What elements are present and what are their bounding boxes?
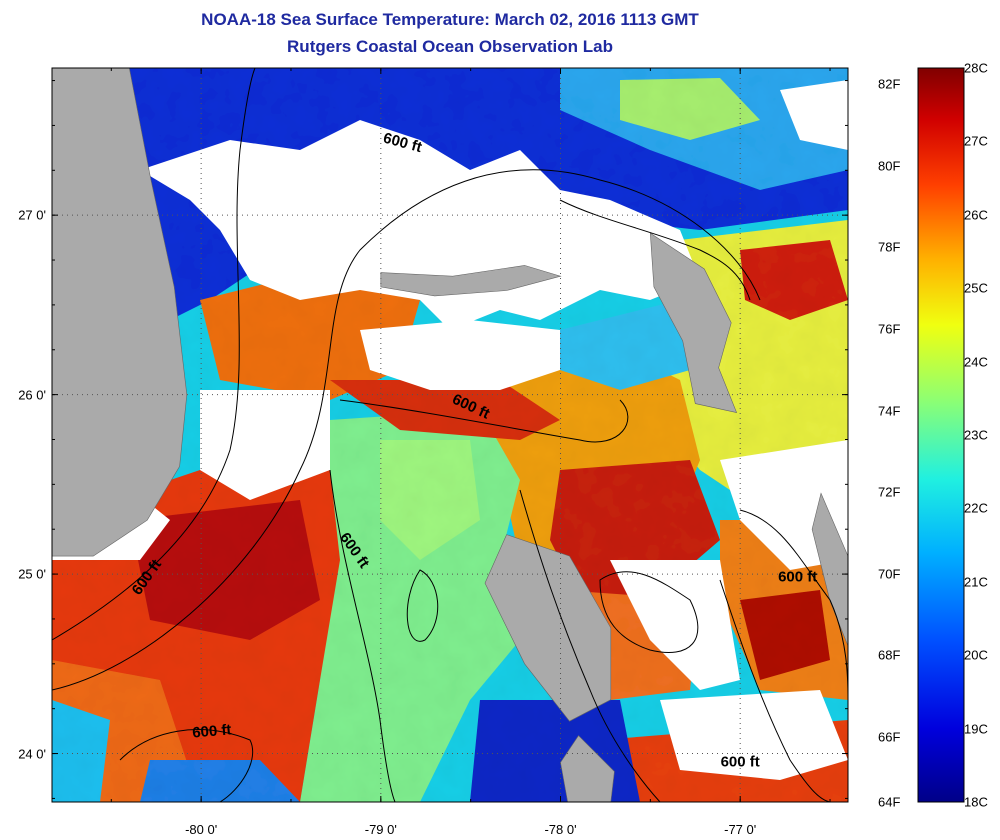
contour-label: 600 ft: [721, 753, 760, 770]
lon-tick-label: -79 0': [364, 822, 397, 837]
lat-tick-label: 25 0': [18, 566, 46, 582]
colorbar-fahrenheit-label: 76F: [878, 321, 901, 337]
andros-south-land: [560, 735, 615, 802]
lon-tick-label: -80 0': [185, 822, 218, 837]
andros-land: [484, 534, 612, 722]
colorbar-celsius-label: 21C: [964, 574, 988, 590]
colorbar-fahrenheit-label: 64F: [878, 794, 901, 810]
florida-land: [52, 68, 188, 557]
contour-label: 600 ft: [192, 721, 233, 741]
colorbar-celsius-label: 20C: [964, 647, 988, 663]
cloud-mask: [52, 80, 848, 780]
colorbar-fahrenheit-label: 72F: [878, 484, 901, 500]
colorbar-celsius-label: 25C: [964, 280, 988, 296]
page-subtitle: Rutgers Coastal Ocean Observation Lab: [287, 37, 613, 56]
abaco-land: [649, 232, 738, 414]
colorbar-celsius-label: 27C: [964, 133, 988, 149]
colorbar-celsius-label: 19C: [964, 721, 988, 737]
colorbar-fahrenheit-label: 66F: [878, 729, 901, 745]
lat-tick-label: 24 0': [18, 746, 46, 762]
colorbar-fahrenheit-label: 70F: [878, 566, 901, 582]
lat-tick-label: 26 0': [18, 387, 46, 403]
grand-bahama-land: [380, 265, 562, 297]
colorbar-fahrenheit-label: 78F: [878, 239, 901, 255]
lon-tick-label: -77 0': [724, 822, 757, 837]
colorbar-fahrenheit-label: 82F: [878, 76, 901, 92]
colorbar-celsius-label: 24C: [964, 354, 988, 370]
lat-tick-label: 27 0': [18, 207, 46, 223]
colorbar-fahrenheit-label: 68F: [878, 647, 901, 663]
colorbar: [917, 67, 965, 803]
land-layer: [52, 68, 848, 802]
lon-tick-label: -78 0': [544, 822, 577, 837]
colorbar-celsius-label: 22C: [964, 500, 988, 516]
colorbar-fahrenheit-label: 74F: [878, 403, 901, 419]
bathymetry-contours: [52, 68, 848, 802]
colorbar-celsius-label: 18C: [964, 794, 988, 810]
colorbar-celsius-label: 23C: [964, 427, 988, 443]
page-title: NOAA-18 Sea Surface Temperature: March 0…: [201, 10, 699, 29]
colorbar-celsius-label: 28C: [964, 60, 988, 76]
axis-ticks: [52, 68, 848, 802]
colorbar-celsius-label: 26C: [964, 207, 988, 223]
colorbar-fahrenheit-label: 80F: [878, 158, 901, 174]
map-frame: [51, 67, 849, 803]
contour-label: 600 ft: [778, 569, 817, 586]
